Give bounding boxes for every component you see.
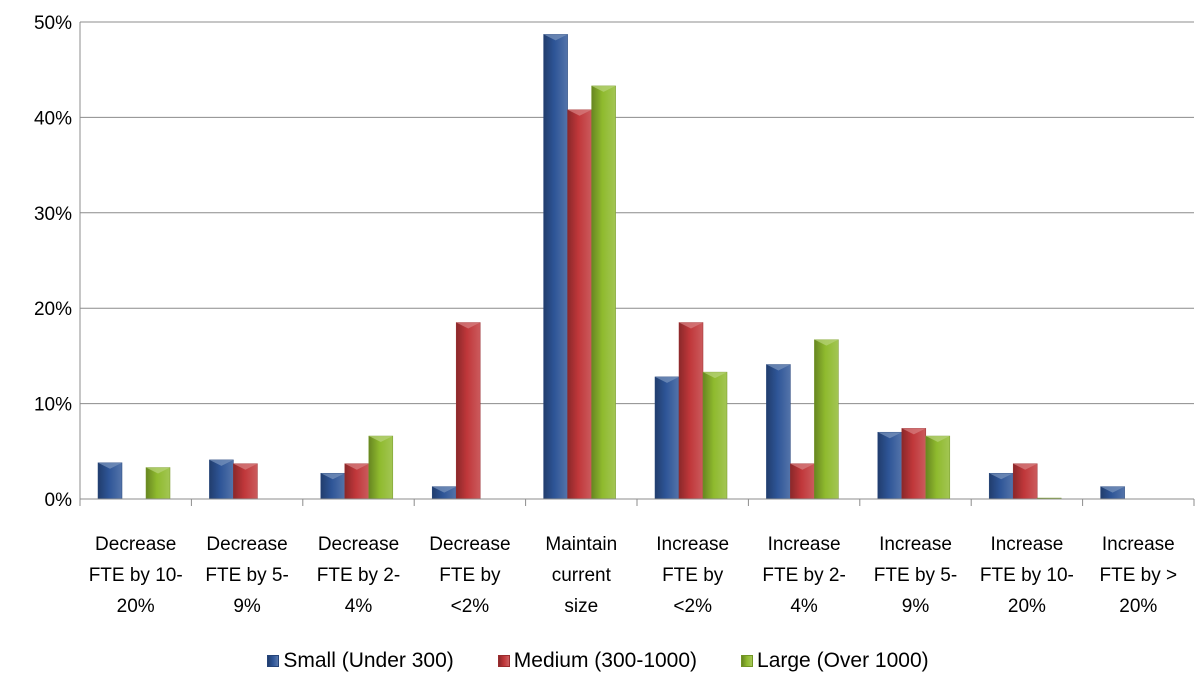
legend-swatch-medium: [497, 655, 510, 667]
bar-small: [97, 462, 123, 500]
bar-medium: [233, 463, 258, 500]
bar-highlight: [456, 322, 481, 329]
bar-large: [702, 371, 728, 500]
bars: [97, 34, 1125, 500]
bar-highlight: [344, 463, 369, 470]
bar-large: [925, 435, 951, 500]
legend: Small (Under 300) Medium (300-1000) Larg…: [0, 643, 1196, 679]
bar-highlight: [1100, 486, 1125, 493]
bar-highlight: [679, 322, 703, 329]
category-label: Increase FTE by 5-9%: [874, 534, 957, 617]
category-label: Decrease FTE by 2-4%: [317, 534, 400, 617]
bar-highlight: [432, 486, 457, 493]
bar-medium: [567, 109, 592, 500]
category-label: Decrease FTE by 5-9%: [205, 534, 288, 617]
y-tick-label: 0%: [45, 490, 73, 511]
legend-label-small: Small (Under 300): [283, 649, 454, 672]
category-labels: Decrease FTE by 10-20% Decrease FTE by 5-9%…: [89, 534, 1177, 617]
bar-highlight: [877, 432, 902, 439]
bar-highlight: [1013, 463, 1038, 470]
bar-medium: [455, 322, 481, 500]
category-label: Increase FTE by >20%: [1099, 534, 1177, 617]
bar-highlight: [543, 34, 568, 41]
bar-highlight: [98, 462, 122, 469]
bar-highlight: [320, 473, 345, 480]
legend-swatch-large: [741, 655, 754, 667]
legend-swatch-small: [267, 655, 280, 667]
legend-label-large: Large (Over 1000): [757, 649, 929, 672]
bar-large: [814, 339, 839, 500]
bar-small: [209, 459, 234, 500]
y-tick-label: 40%: [34, 108, 72, 129]
y-tick-label: 20%: [34, 299, 72, 320]
bar-highlight: [567, 109, 592, 116]
bar-small: [877, 431, 903, 500]
bar-small: [654, 376, 680, 500]
bar-highlight: [209, 459, 234, 466]
legend-item-medium: Medium (300-1000): [497, 649, 698, 673]
category-label: Increase FTE by 2-4%: [762, 534, 845, 617]
y-tick-label: 10%: [34, 395, 72, 416]
bar-highlight: [814, 339, 839, 346]
bar-chart: 0%10%20%30%40%50% Decrease FTE by 10-20%D…: [34, 13, 1195, 617]
x-axis: [79, 22, 1195, 506]
legend-item-small: Small (Under 300): [267, 649, 454, 673]
bar-highlight: [146, 467, 170, 474]
y-tick-label: 50%: [34, 13, 72, 34]
bar-highlight: [901, 428, 926, 435]
legend-item-large: Large (Over 1000): [741, 649, 929, 673]
bar-small: [543, 34, 568, 500]
bar-highlight: [925, 436, 950, 443]
bar-medium: [678, 322, 704, 500]
category-label: Increase FTE by <2%: [656, 534, 729, 617]
category-label: Decrease FTE by <2%: [429, 534, 510, 617]
bar-small: [766, 364, 791, 500]
category-label: Decrease FTE by 10-20%: [89, 534, 183, 617]
y-tick-label: 30%: [34, 204, 72, 225]
bar-highlight: [233, 463, 258, 470]
y-axis-ticks: 0% 10% 20% 30% 40% 50%: [34, 13, 72, 511]
bar-highlight: [655, 376, 679, 383]
category-label: Maintain current size: [545, 534, 617, 617]
bar-highlight: [790, 463, 815, 470]
gridlines: [80, 21, 1194, 405]
bar-highlight: [766, 364, 791, 371]
bar-large: [591, 85, 616, 500]
bar-highlight: [368, 436, 393, 443]
bar-highlight: [989, 473, 1014, 480]
bar-highlight: [591, 85, 616, 92]
category-label: Increase FTE by 10-20%: [980, 534, 1074, 617]
bar-medium: [901, 428, 927, 500]
bar-highlight: [703, 372, 727, 379]
bar-large: [368, 435, 394, 500]
legend-label-medium: Medium (300-1000): [513, 649, 698, 672]
